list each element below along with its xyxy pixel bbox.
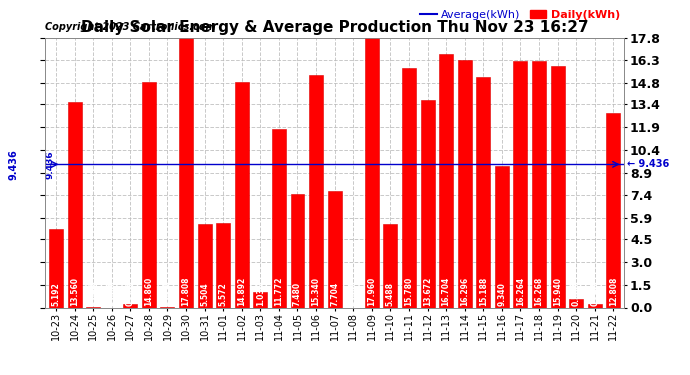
Text: 7.480: 7.480: [293, 282, 302, 306]
Text: 15.188: 15.188: [479, 276, 488, 306]
Text: 17.960: 17.960: [367, 276, 376, 306]
Text: 13.672: 13.672: [423, 276, 432, 306]
Bar: [309, 75, 323, 307]
Title: Daily Solar Energy & Average Production Thu Nov 23 16:27: Daily Solar Energy & Average Production …: [81, 20, 589, 35]
Bar: [588, 304, 602, 307]
Bar: [328, 190, 342, 308]
Text: 0.024: 0.024: [163, 282, 172, 306]
Bar: [179, 38, 193, 308]
Bar: [457, 60, 472, 308]
Bar: [402, 68, 416, 308]
Bar: [197, 224, 212, 308]
Text: 16.264: 16.264: [516, 276, 525, 306]
Text: 5.504: 5.504: [200, 282, 209, 306]
Text: 15.940: 15.940: [553, 277, 562, 306]
Bar: [365, 35, 379, 308]
Text: 5.192: 5.192: [52, 282, 61, 306]
Text: 17.808: 17.808: [181, 276, 190, 306]
Bar: [272, 129, 286, 308]
Text: 1.036: 1.036: [256, 282, 265, 306]
Bar: [569, 299, 583, 307]
Text: 13.560: 13.560: [70, 277, 79, 306]
Text: 9.340: 9.340: [497, 282, 506, 306]
Text: 0.044: 0.044: [88, 282, 98, 306]
Bar: [495, 166, 509, 308]
Bar: [439, 54, 453, 307]
Text: 14.860: 14.860: [144, 276, 153, 306]
Text: 15.780: 15.780: [404, 276, 413, 306]
Text: 0.248: 0.248: [590, 282, 599, 306]
Text: Copyright 2023 Cartronics.com: Copyright 2023 Cartronics.com: [45, 22, 215, 32]
Bar: [290, 194, 304, 308]
Bar: [551, 66, 564, 308]
Bar: [607, 113, 620, 308]
Bar: [384, 224, 397, 308]
Bar: [253, 292, 267, 308]
Bar: [513, 61, 527, 308]
Text: 12.808: 12.808: [609, 276, 618, 306]
Text: 16.268: 16.268: [535, 276, 544, 306]
Bar: [421, 100, 435, 308]
Text: 7.704: 7.704: [330, 282, 339, 306]
Bar: [124, 304, 137, 307]
Bar: [476, 77, 490, 308]
Text: 11.772: 11.772: [275, 276, 284, 306]
Text: ← 9.436: ← 9.436: [627, 159, 669, 170]
Bar: [86, 307, 100, 308]
Text: 0.000: 0.000: [107, 282, 116, 306]
Bar: [532, 61, 546, 308]
Bar: [49, 229, 63, 308]
Bar: [68, 102, 81, 308]
Legend: Average(kWh), Daily(kWh): Average(kWh), Daily(kWh): [416, 5, 624, 24]
Text: 14.892: 14.892: [237, 276, 246, 306]
Text: 0.000: 0.000: [348, 282, 357, 306]
Text: 16.296: 16.296: [460, 276, 469, 306]
Text: 5.488: 5.488: [386, 282, 395, 306]
Bar: [235, 82, 248, 308]
Text: 9.436: 9.436: [46, 150, 55, 178]
Bar: [142, 82, 156, 308]
Bar: [216, 223, 230, 308]
Text: 0.568: 0.568: [571, 282, 581, 306]
Text: 15.340: 15.340: [312, 277, 321, 306]
Text: 16.704: 16.704: [442, 276, 451, 306]
Text: 9.436: 9.436: [8, 149, 18, 180]
Text: 0.216: 0.216: [126, 282, 135, 306]
Text: 5.572: 5.572: [219, 282, 228, 306]
